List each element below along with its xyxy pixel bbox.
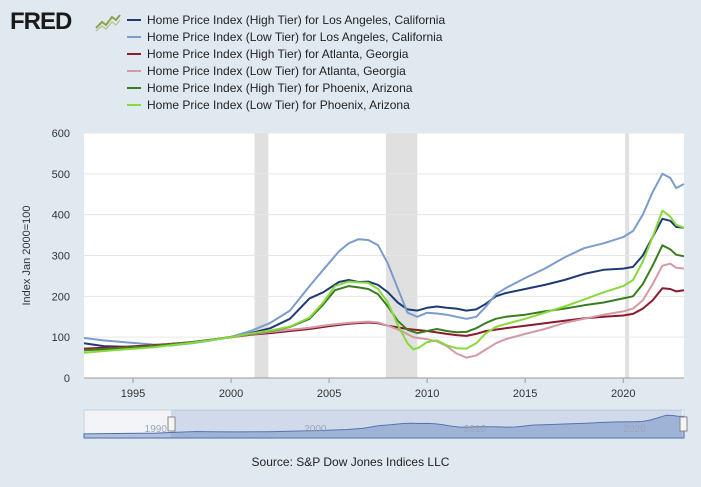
legend-item[interactable]: Home Price Index (Low Tier) for Atlanta,… — [127, 63, 547, 80]
legend-label: Home Price Index (High Tier) for Los Ang… — [147, 13, 446, 27]
navigator-handle-left[interactable] — [167, 416, 176, 432]
y-tick-label: 200 — [52, 291, 70, 303]
legend-swatch — [127, 103, 141, 106]
y-tick-label: 0 — [64, 373, 70, 385]
navigator-label: 2010 — [464, 424, 487, 435]
navigator-selection — [171, 410, 682, 438]
x-tick-label: 2020 — [611, 388, 635, 400]
legend-item[interactable]: Home Price Index (High Tier) for Atlanta… — [127, 46, 547, 63]
fred-logo-graph-icon — [94, 12, 122, 32]
legend-swatch — [127, 69, 141, 72]
legend-label: Home Price Index (High Tier) for Phoenix… — [147, 81, 413, 95]
legend-label: Home Price Index (Low Tier) for Los Ange… — [147, 30, 443, 44]
x-tick-label: 2005 — [317, 388, 341, 400]
legend-swatch — [127, 18, 141, 21]
legend-label: Home Price Index (Low Tier) for Atlanta,… — [147, 64, 406, 78]
series-line — [83, 209, 685, 354]
y-axis-label: Index Jan 2000=100 — [21, 205, 33, 305]
chart-legend: Home Price Index (High Tier) for Los Ang… — [127, 12, 547, 114]
fred-logo[interactable]: FRED — [10, 8, 125, 36]
chart-area: 0 100 200 300 400 500 600 1995 2000 2005 2010 2015 2… — [21, 128, 688, 439]
series-line — [83, 262, 685, 359]
y-tick-label: 100 — [52, 332, 70, 344]
navigator-label: 1990 — [145, 424, 168, 435]
source-note: Source: S&P Dow Jones Indices LLC — [251, 455, 450, 469]
navigator-label: 2000 — [304, 424, 327, 435]
legend-swatch — [127, 35, 141, 38]
x-tick-label: 2015 — [513, 388, 537, 400]
fred-logo-text: FRED — [10, 8, 72, 35]
legend-label: Home Price Index (High Tier) for Atlanta… — [147, 47, 409, 61]
legend-item[interactable]: Home Price Index (Low Tier) for Los Ange… — [127, 29, 547, 46]
x-tick-label: 1995 — [121, 388, 145, 400]
navigator-handle-right[interactable] — [679, 416, 688, 432]
navigator-label: 2020 — [623, 424, 646, 435]
x-tick-label: 2010 — [415, 388, 439, 400]
legend-item[interactable]: Home Price Index (High Tier) for Phoenix… — [127, 80, 547, 97]
y-tick-label: 400 — [52, 210, 70, 222]
y-tick-label: 500 — [52, 169, 70, 181]
legend-swatch — [127, 86, 141, 89]
y-tick-label: 300 — [52, 251, 70, 263]
y-tick-label: 600 — [52, 128, 70, 140]
legend-item[interactable]: Home Price Index (Low Tier) for Phoenix,… — [127, 97, 547, 114]
navigator-series — [83, 414, 685, 439]
legend-swatch — [127, 52, 141, 55]
x-tick-label: 2000 — [219, 388, 243, 400]
legend-label: Home Price Index (Low Tier) for Phoenix,… — [147, 98, 410, 112]
legend-item[interactable]: Home Price Index (High Tier) for Los Ang… — [127, 12, 547, 29]
